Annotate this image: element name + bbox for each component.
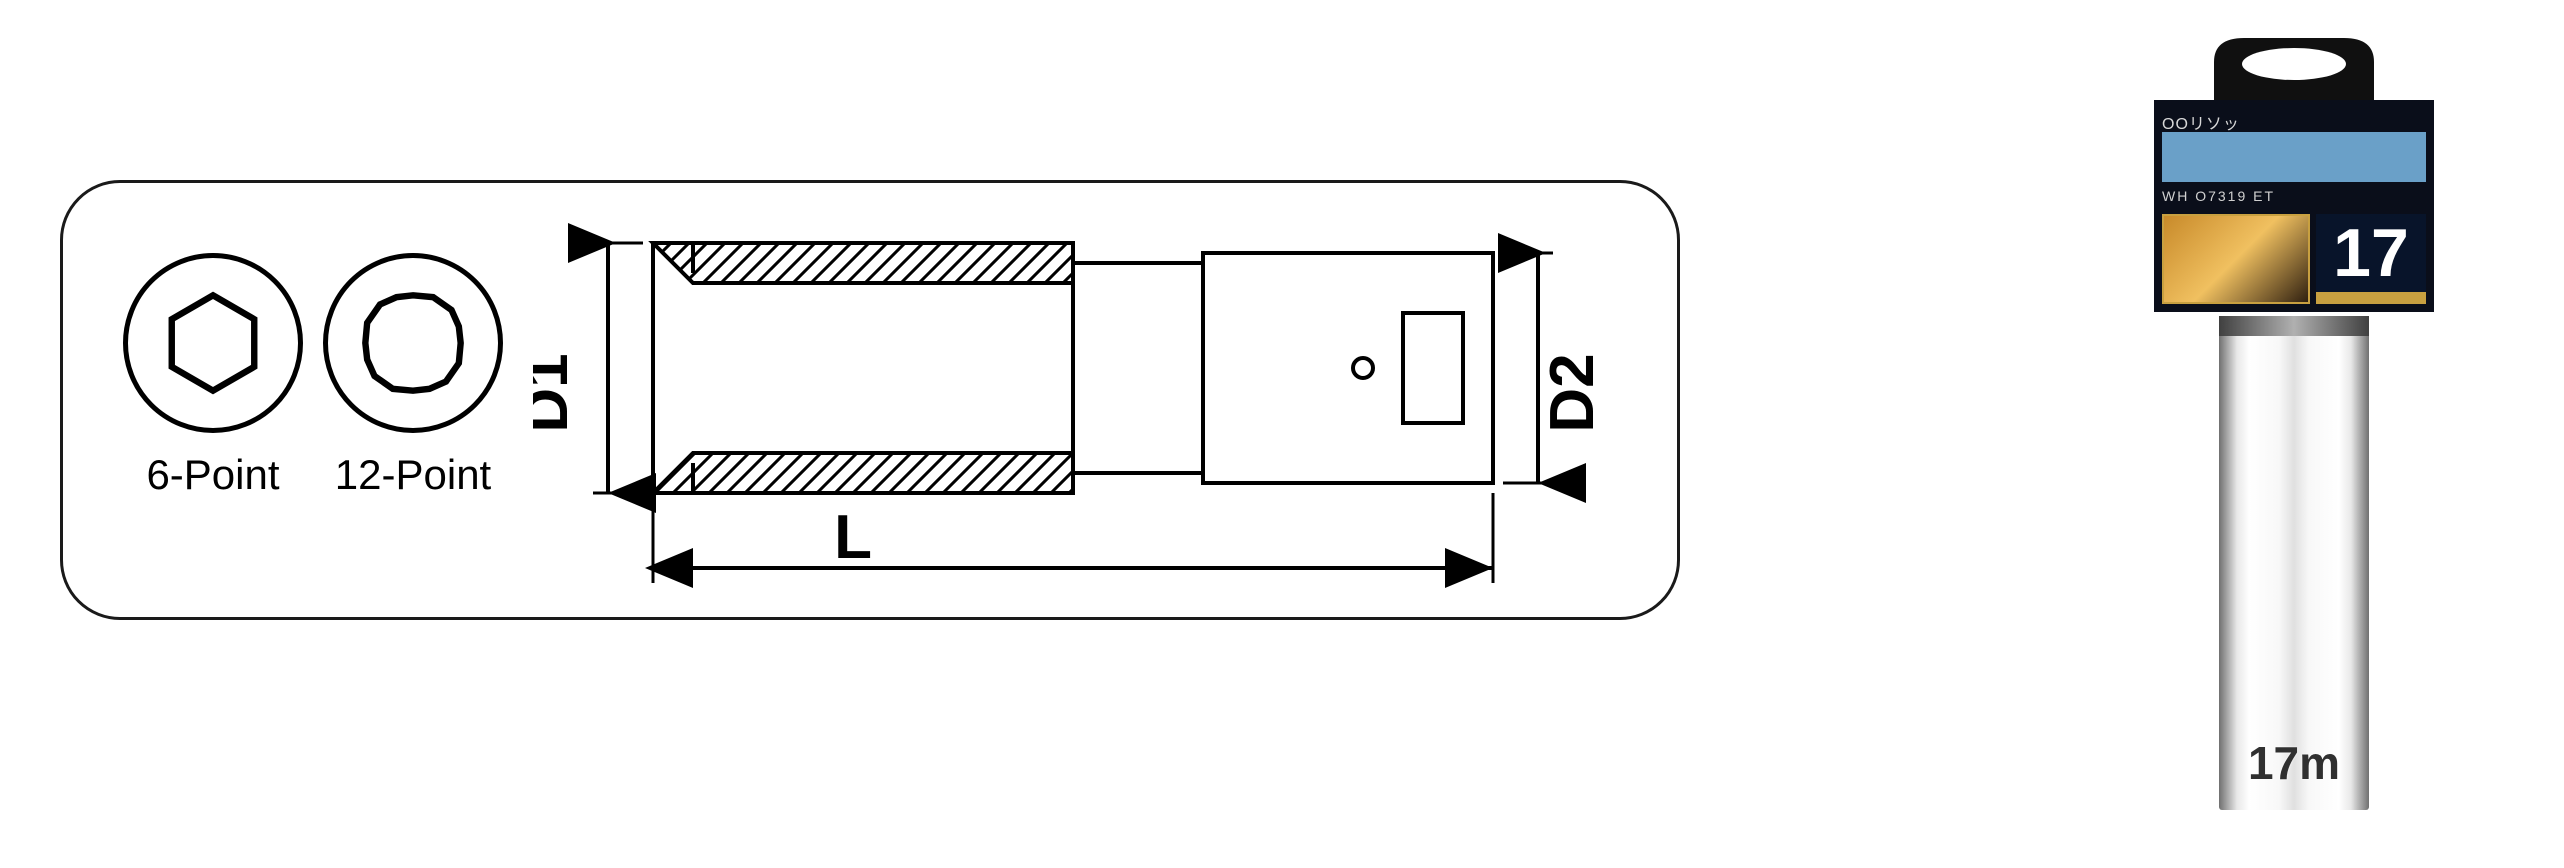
l-label: L [834,503,872,572]
label-top-text: OOリソッ [2162,110,2426,132]
socket-section-drawing: D1 D2 L [533,183,1673,623]
dodecagon-icon [358,288,468,398]
product-package: OOリソッ WH O7319 ET 17 17m [2144,30,2444,810]
d1-label: D1 [533,353,581,432]
socket-top-edge [2219,316,2369,336]
twelve-point-circle [323,253,503,433]
six-point-block: 6-Point [123,213,303,499]
size-number: 17 [2316,214,2426,292]
six-point-circle [123,253,303,433]
twelve-point-label: 12-Point [335,451,491,499]
socket-engraving: 17m [2219,736,2369,790]
label-card: OOリソッ WH O7319 ET 17 [2154,100,2434,312]
hexagon-icon [158,288,268,398]
label-mid-text: WH O7319 ET [2162,188,2426,214]
d2-label: D2 [1538,353,1607,432]
label-gold-bar [2316,292,2426,304]
label-photo [2162,214,2310,304]
socket-photo: 17m [2219,316,2369,810]
point-types: 6-Point 12-Point [93,213,533,593]
hanger [2204,30,2384,100]
diagram-frame: 6-Point 12-Point [60,180,1680,620]
six-point-label: 6-Point [146,451,279,499]
label-accent-bar [2162,132,2426,182]
twelve-point-block: 12-Point [323,213,503,499]
label-bottom-row: 17 [2162,214,2426,304]
